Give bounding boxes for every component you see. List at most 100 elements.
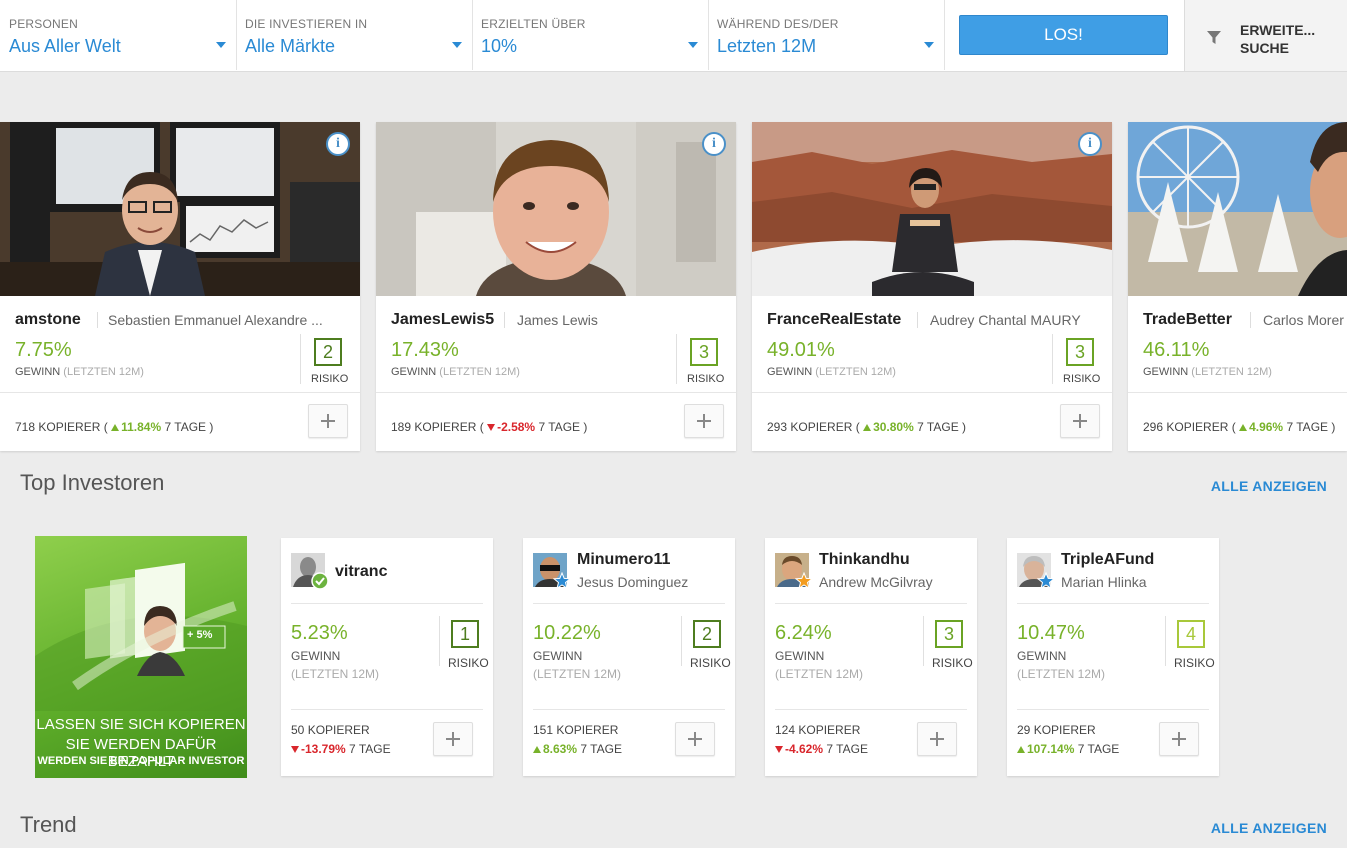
copiers-change: 8.63% 7 TAGE — [533, 742, 622, 756]
copiers-change: -4.62% 7 TAGE — [775, 742, 868, 756]
gain-label: GEWINN — [1017, 649, 1067, 663]
gain-value: 10.47% — [1017, 622, 1085, 644]
filter-period-label: WÄHREND DES/DER — [717, 17, 839, 31]
divider — [533, 603, 725, 604]
divider — [681, 616, 682, 666]
gain-label: GEWINN — [775, 649, 825, 663]
arrow-down-icon — [487, 424, 496, 431]
popular-investor-card[interactable]: i FranceRealEstate Audrey Chantal MAURY … — [752, 122, 1112, 451]
risk-label: RISIKO — [1063, 373, 1101, 385]
top-investor-card[interactable]: Thinkandhu Andrew McGilvray 6.24% GEWINN… — [765, 538, 977, 776]
gain-label: GEWINN (LETZTEN 12M) — [391, 366, 520, 378]
divider — [291, 603, 483, 604]
popular-investor-card[interactable]: TradeBetter Carlos Morer 46.11% GEWINN (… — [1128, 122, 1347, 451]
top-investor-card[interactable]: Minumero11 Jesus Dominguez 10.22% GEWINN… — [523, 538, 735, 776]
risk-score: 3 — [690, 338, 718, 366]
filter-markets[interactable]: DIE INVESTIEREN IN Alle Märkte — [236, 0, 473, 70]
divider — [775, 709, 967, 710]
copy-plus-button[interactable] — [1060, 404, 1100, 438]
go-button[interactable]: LOS! — [959, 15, 1168, 55]
chevron-down-icon — [452, 42, 462, 48]
star-icon — [553, 572, 571, 590]
top-investor-card[interactable]: vitranc 5.23% GEWINN (LETZTEN 12M) 1 RIS… — [281, 538, 493, 776]
investor-fullname: Sebastien Emmanuel Alexandre ... — [97, 312, 348, 328]
filter-people-label: PERSONEN — [9, 17, 78, 31]
copy-plus-button[interactable] — [1159, 722, 1199, 756]
investor-username: FranceRealEstate — [767, 311, 902, 328]
chevron-down-icon — [924, 42, 934, 48]
copy-plus-button[interactable] — [684, 404, 724, 438]
filter-period-value: Letzten 12M — [717, 36, 817, 56]
gain-value: 10.22% — [533, 622, 601, 644]
divider — [1017, 709, 1209, 710]
arrow-down-icon — [291, 746, 299, 753]
divider — [775, 603, 967, 604]
risk-score: 3 — [1066, 338, 1094, 366]
copy-plus-button[interactable] — [308, 404, 348, 438]
promo-line3: WERDEN SIE EIN POPULAR INVESTOR — [37, 755, 245, 767]
star-icon — [1037, 572, 1055, 590]
filter-period[interactable]: WÄHREND DES/DER Letzten 12M — [708, 0, 945, 70]
copiers-count: 124 KOPIERER — [775, 723, 861, 737]
risk-label: RISIKO — [311, 373, 349, 385]
popular-investor-promo-banner[interactable]: + 5% LASSEN SIE SICH KOPIEREN SIE WERDEN… — [35, 536, 247, 778]
divider — [1165, 616, 1166, 666]
gain-value: 17.43% — [391, 339, 459, 361]
copy-plus-button[interactable] — [917, 722, 957, 756]
chevron-down-icon — [216, 42, 226, 48]
risk-score: 1 — [451, 620, 479, 648]
investor-fullname: Audrey Chantal MAURY — [917, 312, 1112, 328]
show-all-link[interactable]: ALLE ANZEIGEN — [1210, 478, 1327, 494]
gain-value: 5.23% — [291, 622, 348, 644]
filter-gain-label: ERZIELTEN ÜBER — [481, 17, 586, 31]
copy-plus-button[interactable] — [433, 722, 473, 756]
arrow-up-icon — [533, 746, 541, 753]
info-icon[interactable]: i — [1078, 132, 1102, 156]
divider — [533, 709, 725, 710]
divider — [376, 392, 736, 393]
divider — [1017, 603, 1209, 604]
divider — [676, 334, 677, 384]
advanced-search-button[interactable]: ERWEITE... SUCHE — [1184, 0, 1347, 71]
filter-gain-value: 10% — [481, 36, 518, 56]
filter-markets-label: DIE INVESTIEREN IN — [245, 17, 368, 31]
promo-line1: LASSEN SIE SICH KOPIEREN — [36, 716, 246, 733]
divider — [0, 392, 360, 393]
risk-score: 3 — [935, 620, 963, 648]
filter-bar: PERSONEN Aus Aller Welt DIE INVESTIEREN … — [0, 0, 1347, 72]
investor-username: JamesLewis5 — [391, 311, 495, 328]
show-all-link[interactable]: ALLE ANZEIGEN — [1210, 820, 1327, 836]
popular-investor-card[interactable]: i amstone Sebastien Emmanuel Alexandre .… — [0, 122, 360, 451]
arrow-up-icon — [1239, 424, 1248, 431]
section-title-trend: Trend — [20, 812, 77, 837]
investor-photo — [0, 122, 360, 296]
investor-photo — [376, 122, 736, 296]
arrow-up-icon — [111, 424, 120, 431]
copiers-count: 50 KOPIERER — [291, 723, 370, 737]
star-icon — [795, 572, 813, 590]
popular-investor-card[interactable]: i JamesLewis5 James Lewis 17.43% GEWINN … — [376, 122, 736, 451]
copiers-count: 29 KOPIERER — [1017, 723, 1096, 737]
risk-label: RISIKO — [690, 656, 731, 670]
copiers-info: 718 KOPIERER ( 11.84% 7 TAGE ) — [15, 420, 214, 434]
section-title-top-investors: Top Investoren — [20, 470, 165, 495]
trend-section-top — [0, 848, 1347, 851]
filter-people-value: Aus Aller Welt — [9, 36, 121, 56]
info-icon[interactable]: i — [702, 132, 726, 156]
investor-fullname: Andrew McGilvray — [819, 574, 933, 590]
filter-people[interactable]: PERSONEN Aus Aller Welt — [0, 0, 237, 70]
top-investor-card[interactable]: TripleAFund Marian Hlinka 10.47% GEWINN … — [1007, 538, 1219, 776]
divider — [291, 709, 483, 710]
copy-plus-button[interactable] — [675, 722, 715, 756]
filter-gain[interactable]: ERZIELTEN ÜBER 10% — [472, 0, 709, 70]
risk-label: RISIKO — [687, 373, 725, 385]
gain-value: 7.75% — [15, 339, 72, 361]
risk-label: RISIKO — [448, 656, 489, 670]
investor-fullname: James Lewis — [504, 312, 736, 328]
advanced-search-line1: ERWEITE... — [1240, 22, 1316, 38]
gain-label: GEWINN (LETZTEN 12M) — [15, 366, 144, 378]
copiers-change: 107.14% 7 TAGE — [1017, 742, 1119, 756]
divider — [1052, 334, 1053, 384]
info-icon[interactable]: i — [326, 132, 350, 156]
arrow-down-icon — [775, 746, 783, 753]
